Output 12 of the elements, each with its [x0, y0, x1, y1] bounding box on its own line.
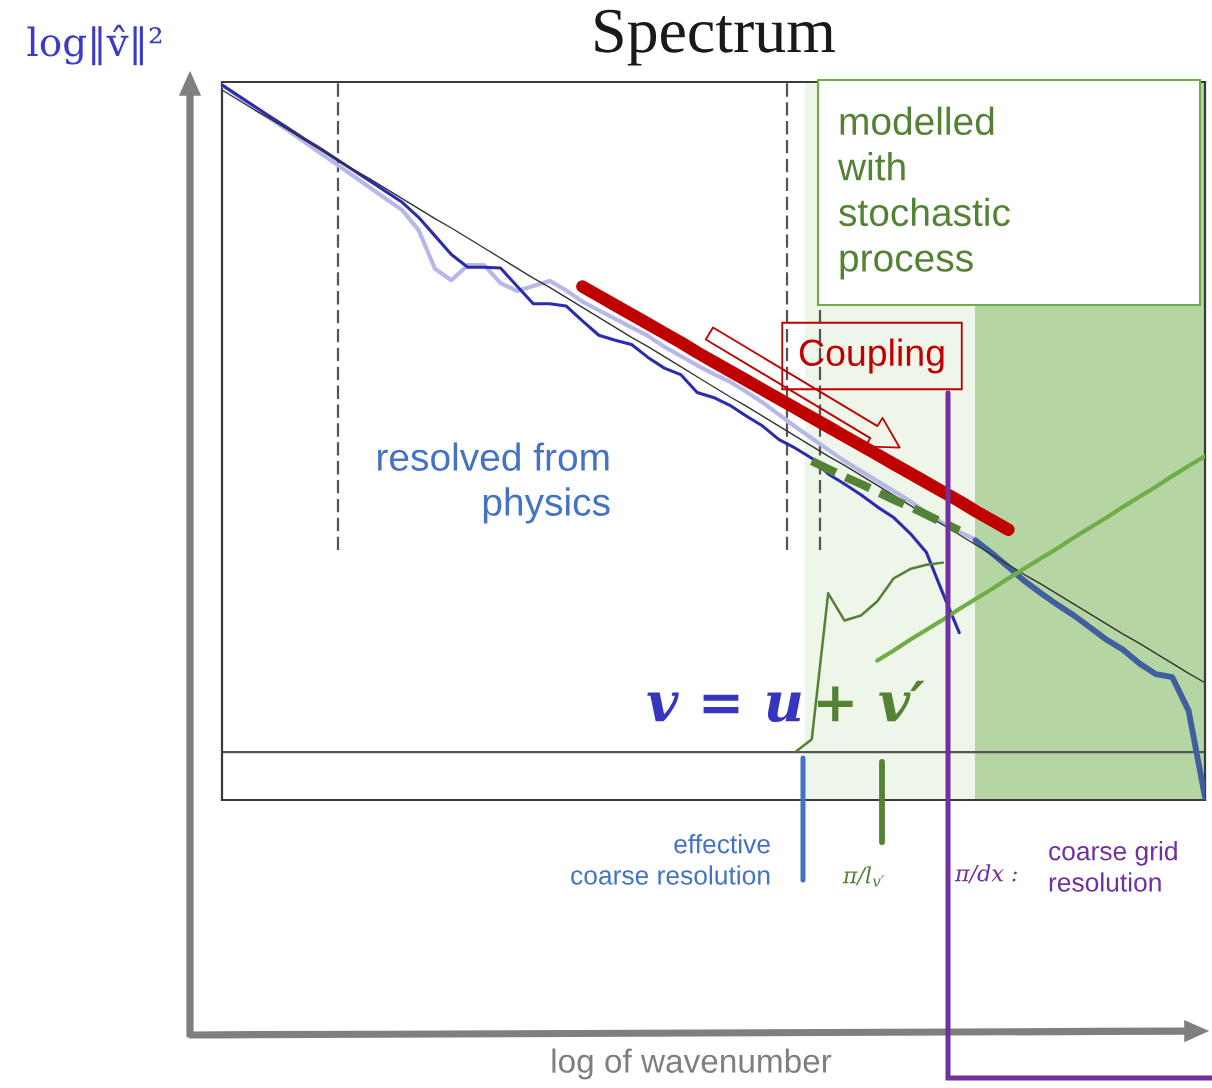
- series-label: Coupling: [799, 338, 944, 374]
- chart-title: Spectrum: [595, 9, 835, 66]
- text: coarse grid resolution: [1049, 841, 1177, 892]
- text: π/dx :: [954, 864, 1017, 884]
- annotation: resolved from physics: [378, 442, 610, 524]
- text: effective coarse resolution: [571, 834, 770, 885]
- annotation: v = u: [647, 692, 801, 723]
- text: π/l$_{v′}$: [842, 866, 885, 887]
- text: log of wavenumber: [552, 1048, 832, 1080]
- annotation: + v′: [817, 680, 925, 722]
- annotation: modelled with stochastic process: [837, 106, 1010, 280]
- y-axis-title: log‖v̂‖²: [27, 24, 162, 66]
